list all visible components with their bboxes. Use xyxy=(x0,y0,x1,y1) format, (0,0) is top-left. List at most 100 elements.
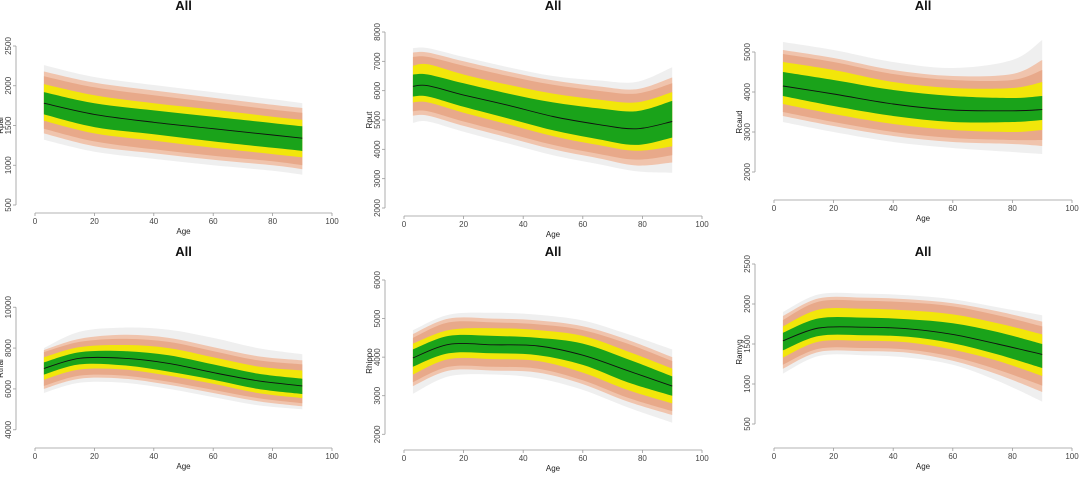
y-tick-label: 7000 xyxy=(373,52,382,70)
x-tick-label: 0 xyxy=(33,452,38,461)
y-tick-label: 1000 xyxy=(4,156,13,174)
x-tick-label: 60 xyxy=(209,452,218,461)
band-green xyxy=(412,334,673,396)
band-green xyxy=(782,72,1043,123)
y-tick-label: 4000 xyxy=(4,420,13,438)
x-tick-label: 20 xyxy=(829,452,838,461)
x-tick-label: 100 xyxy=(1065,452,1079,461)
x-tick-label: 20 xyxy=(829,204,838,213)
band-green xyxy=(782,317,1043,368)
chart-panel-rput: 0 20 40 60 80 100 Age 2000 3000 4000 5000 6000 7000 8… xyxy=(365,0,709,239)
x-tick-label: 0 xyxy=(33,217,38,226)
x-axis-label: Age xyxy=(176,462,191,471)
y-axis-label: Rthal xyxy=(0,359,5,378)
y-tick-label: 1500 xyxy=(743,335,752,353)
y-axis-label: Rhippo xyxy=(365,348,374,374)
y-tick-label: 2000 xyxy=(373,425,382,443)
x-axis-label: Age xyxy=(916,462,931,471)
y-axis-label: Rpal xyxy=(0,117,5,134)
y-tick-label: 4000 xyxy=(373,348,382,366)
chart-panel-rcaud: 0 20 40 60 80 100 Age 2000 3000 4000 5000 Rcaud All xyxy=(735,0,1079,223)
x-tick-label: 20 xyxy=(90,452,99,461)
x-axis-label: Age xyxy=(176,227,191,236)
y-tick-label: 2000 xyxy=(373,199,382,217)
y-tick-label: 3000 xyxy=(373,386,382,404)
x-tick-label: 60 xyxy=(578,454,587,463)
x-tick-label: 100 xyxy=(325,452,339,461)
band-green xyxy=(43,92,303,151)
x-tick-label: 40 xyxy=(149,217,158,226)
band-green xyxy=(43,350,303,395)
x-tick-label: 40 xyxy=(519,454,528,463)
y-axis-label: Rcaud xyxy=(735,110,744,133)
x-tick-label: 80 xyxy=(268,217,277,226)
y-tick-label: 500 xyxy=(4,198,13,212)
x-tick-label: 100 xyxy=(695,220,709,229)
x-tick-label: 20 xyxy=(459,454,468,463)
y-tick-label: 6000 xyxy=(373,271,382,289)
chart-panel-ramyg: 0 20 40 60 80 100 Age 500 1000 1500 2000 2500 Ramyg A… xyxy=(735,244,1079,471)
chart-title: All xyxy=(545,0,562,13)
x-tick-label: 0 xyxy=(772,204,777,213)
y-tick-label: 2500 xyxy=(4,37,13,55)
chart-panel-rpal: 0 20 40 60 80 100 Age 500 1000 1500 2000 2500 Rpal Al… xyxy=(0,0,339,236)
x-axis-label: Age xyxy=(546,230,561,239)
x-axis-label: Age xyxy=(916,214,931,223)
y-axis-label: Ramyg xyxy=(735,339,744,364)
y-tick-label: 10000 xyxy=(4,296,13,319)
x-tick-label: 80 xyxy=(1008,204,1017,213)
y-tick-label: 4000 xyxy=(373,140,382,158)
y-tick-label: 2000 xyxy=(743,295,752,313)
x-tick-label: 0 xyxy=(402,454,407,463)
chart-panel-rthal: 0 20 40 60 80 100 Age 4000 6000 8000 10000 Rthal All xyxy=(0,244,339,471)
y-tick-label: 5000 xyxy=(743,43,752,61)
chart-title: All xyxy=(545,244,562,259)
chart-title: All xyxy=(175,0,192,13)
chart-title: All xyxy=(915,244,932,259)
x-tick-label: 80 xyxy=(1008,452,1017,461)
y-tick-label: 8000 xyxy=(4,339,13,357)
chart-title: All xyxy=(175,244,192,259)
x-tick-label: 60 xyxy=(209,217,218,226)
y-tick-label: 8000 xyxy=(373,23,382,41)
median-line xyxy=(43,102,303,139)
y-tick-label: 4000 xyxy=(743,83,752,101)
x-tick-label: 0 xyxy=(772,452,777,461)
chart-title: All xyxy=(915,0,932,13)
x-tick-label: 60 xyxy=(948,204,957,213)
median-line xyxy=(43,356,303,387)
x-tick-label: 80 xyxy=(268,452,277,461)
median-line xyxy=(412,84,673,130)
x-tick-label: 0 xyxy=(402,220,407,229)
y-tick-label: 1500 xyxy=(4,116,13,134)
x-tick-label: 40 xyxy=(889,452,898,461)
x-tick-label: 80 xyxy=(638,454,647,463)
x-tick-label: 60 xyxy=(948,452,957,461)
y-tick-label: 5000 xyxy=(373,309,382,327)
y-tick-label: 6000 xyxy=(373,81,382,99)
chart-panel-rhippo: 0 20 40 60 80 100 Age 2000 3000 4000 5000 6000 Rhipp… xyxy=(365,244,709,473)
x-tick-label: 40 xyxy=(889,204,898,213)
x-tick-label: 40 xyxy=(519,220,528,229)
median-line xyxy=(412,343,673,387)
x-tick-label: 100 xyxy=(325,217,339,226)
y-tick-label: 2000 xyxy=(4,76,13,94)
median-line xyxy=(782,326,1043,355)
y-tick-label: 5000 xyxy=(373,111,382,129)
y-tick-label: 500 xyxy=(743,417,752,431)
x-tick-label: 100 xyxy=(695,454,709,463)
y-tick-label: 3000 xyxy=(373,169,382,187)
band-green xyxy=(412,73,673,145)
median-line xyxy=(782,85,1043,112)
x-tick-label: 80 xyxy=(638,220,647,229)
x-tick-label: 60 xyxy=(578,220,587,229)
x-tick-label: 40 xyxy=(149,452,158,461)
x-tick-label: 20 xyxy=(459,220,468,229)
y-axis-label: Rput xyxy=(365,111,374,129)
x-axis-label: Age xyxy=(546,464,561,473)
x-tick-label: 20 xyxy=(90,217,99,226)
y-tick-label: 3000 xyxy=(743,123,752,141)
y-tick-label: 2000 xyxy=(743,163,752,181)
y-tick-label: 1000 xyxy=(743,375,752,393)
